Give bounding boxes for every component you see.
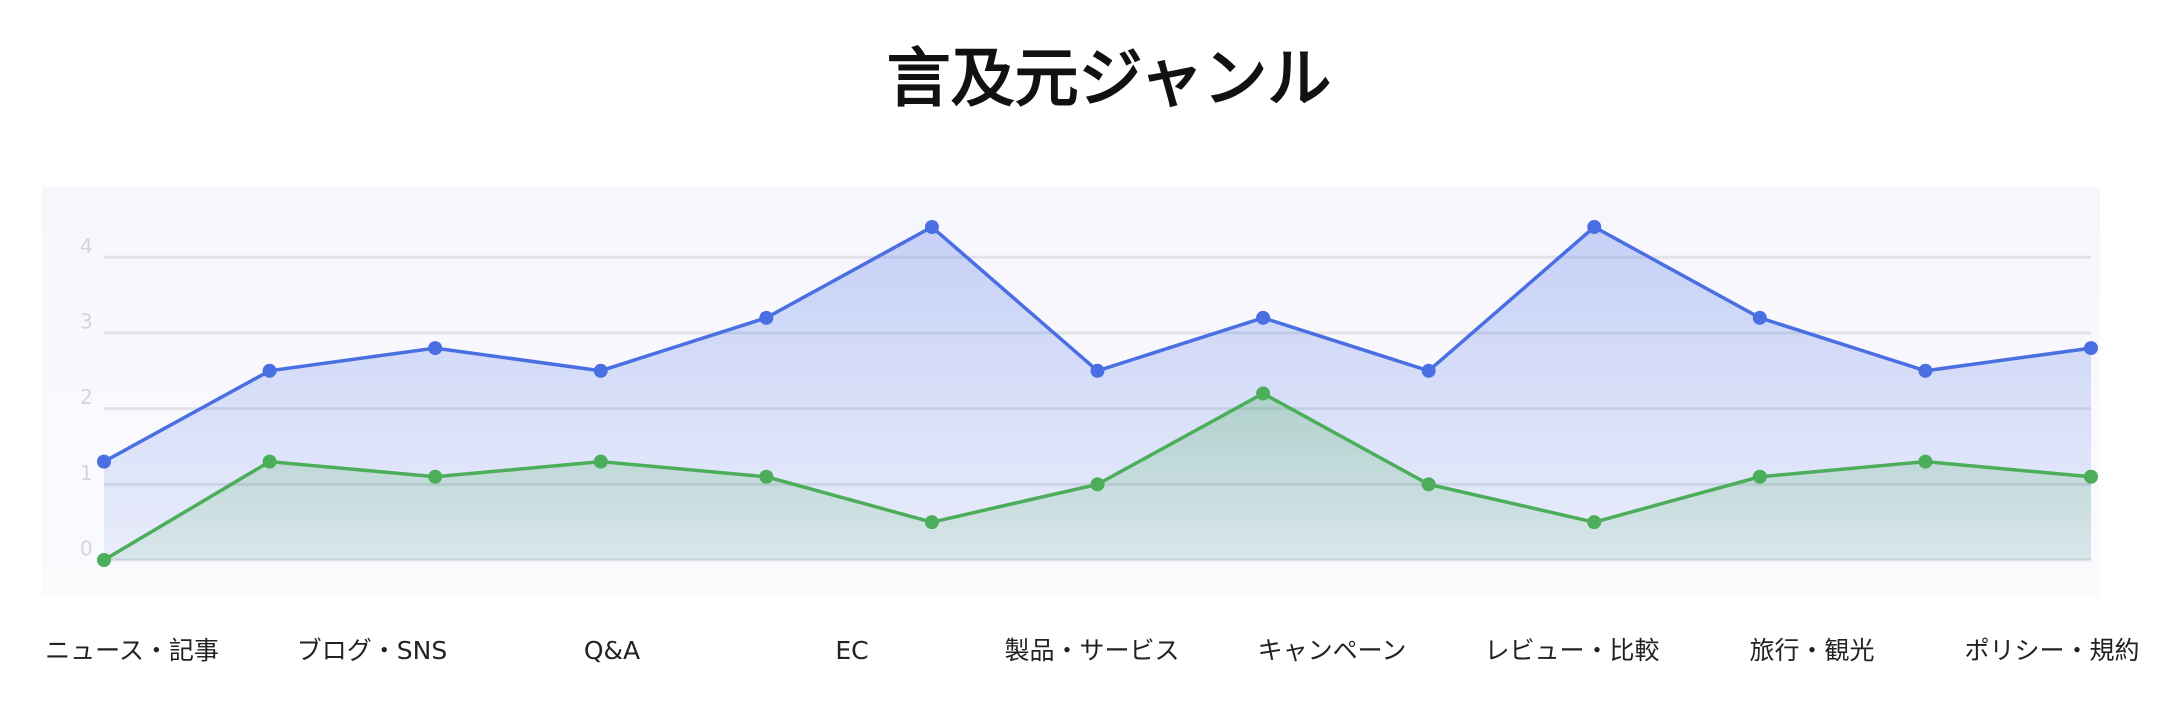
y-tick-label: 2 (80, 385, 93, 409)
data-point (1090, 477, 1105, 492)
data-point (262, 454, 277, 469)
data-point (1587, 220, 1602, 234)
data-point (593, 454, 608, 469)
x-category-label: ポリシー・規約 (1964, 636, 2139, 665)
data-point (1421, 363, 1436, 378)
data-point (97, 553, 111, 567)
data-point (97, 454, 111, 469)
y-tick-label: 3 (80, 309, 93, 333)
data-point (759, 310, 774, 325)
data-point (1587, 515, 1602, 530)
x-category-label: EC (835, 636, 868, 665)
data-point (1752, 310, 1767, 325)
data-point (1090, 363, 1105, 378)
data-point (1918, 363, 1933, 378)
data-point (924, 220, 939, 234)
data-point (924, 515, 939, 530)
data-point (759, 469, 774, 484)
y-tick-label: 0 (80, 537, 93, 561)
x-category-label: 旅行・観光 (1749, 636, 1874, 665)
x-category-label: ブログ・SNS (297, 636, 447, 665)
chart-title: 言及元ジャンル (887, 43, 1332, 117)
y-tick-label: 4 (80, 234, 93, 258)
data-point (2084, 341, 2098, 356)
data-point (428, 341, 443, 356)
data-point (593, 363, 608, 378)
x-category-label: レビュー・比較 (1484, 636, 1659, 665)
x-category-label: キャンペーン (1258, 636, 1407, 665)
data-point (1256, 310, 1271, 325)
data-point (1421, 477, 1436, 492)
data-point (1918, 454, 1933, 469)
x-category-label: Q&A (584, 636, 640, 665)
x-category-label: 製品・サービス (1004, 636, 1179, 665)
data-point (262, 363, 277, 378)
data-point (2084, 469, 2098, 484)
y-tick-label: 1 (80, 461, 93, 485)
data-point (1256, 386, 1271, 401)
data-point (428, 469, 443, 484)
data-point (1752, 469, 1767, 484)
series-area (104, 393, 2091, 560)
x-category-label: ニュース・記事 (45, 636, 219, 665)
